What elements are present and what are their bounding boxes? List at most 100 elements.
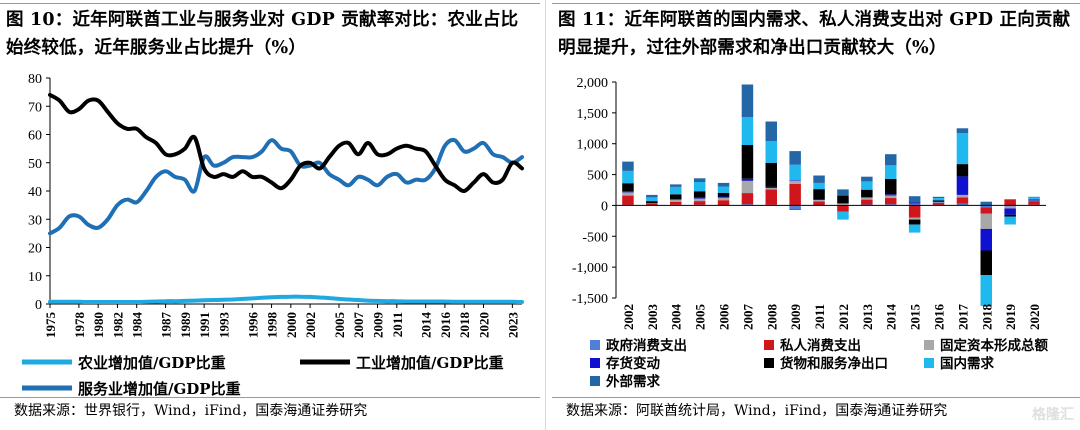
x-tick-label: 2009 xyxy=(788,304,803,331)
bar-segment xyxy=(741,144,754,179)
bar-segment xyxy=(980,275,992,307)
x-tick-label: 2012 xyxy=(836,304,851,330)
x-tick-label: 1984 xyxy=(130,312,145,339)
legend-label-3: 固定资本形成总额 xyxy=(940,337,1048,354)
y-tick-label: 70 xyxy=(28,100,42,115)
bar-segment xyxy=(980,205,992,208)
bar-segment xyxy=(1004,206,1016,209)
left-source-note: 数据来源：世界银行，Wind，iFind，国泰海通证券研究 xyxy=(14,403,368,419)
y-tick-label: 1,000 xyxy=(577,138,609,153)
bar-segment xyxy=(717,200,730,206)
bar-segment xyxy=(741,180,754,193)
bar-segment xyxy=(980,213,992,229)
watermark-logo: 格隆汇 xyxy=(1032,407,1074,423)
bar-segment xyxy=(1028,199,1040,201)
industry-share-line-chart: 0 10 20 30 40 50 60 70 80 1975 1978 1980 1982 1984 198… xyxy=(22,72,524,398)
bar-segment xyxy=(646,201,658,203)
bar-segment xyxy=(789,180,801,181)
bar-segment xyxy=(670,201,682,205)
bar-segment xyxy=(956,164,969,177)
x-tick-label: 1993 xyxy=(216,312,231,339)
bar-segment xyxy=(646,203,658,206)
x-tick-label: 2009 xyxy=(371,312,386,339)
bar-segment xyxy=(1028,197,1040,200)
x-tick-label: 1989 xyxy=(178,312,193,339)
bar-segment xyxy=(622,183,634,192)
x-tick-label: 2017 xyxy=(955,304,970,331)
y-tick-label: 20 xyxy=(28,242,42,257)
bar-segment xyxy=(765,162,777,187)
series-line-2 xyxy=(48,92,524,194)
bar-segment xyxy=(837,189,849,196)
legend-swatch-5 xyxy=(764,358,774,368)
right-figure-panel: 图 11：近年阿联酋的国内需求、私人消费支出对 GPD 正向贡献明显提升，过往外… xyxy=(552,0,1080,430)
bar-segment xyxy=(861,197,873,200)
x-tick-label: 1982 xyxy=(110,312,125,338)
bar-segment xyxy=(1004,216,1016,225)
series-line-3 xyxy=(48,137,524,236)
bar-segment xyxy=(885,204,897,206)
bar-segment xyxy=(1004,199,1016,206)
bar-segment xyxy=(646,194,658,198)
x-tick-label: 2011 xyxy=(812,304,827,329)
bar-segment xyxy=(789,180,801,184)
bar-segment xyxy=(861,176,873,182)
y-tick-label: 80 xyxy=(28,72,42,87)
legend-label-1: 农业增加值/GDP比重 xyxy=(77,354,226,372)
bar-segment xyxy=(980,228,992,251)
bar-segment xyxy=(908,203,921,206)
legend-label-1: 政府消费支出 xyxy=(606,337,687,354)
bar-segment xyxy=(908,217,921,220)
bar-segment xyxy=(956,133,969,165)
bar-segment xyxy=(646,203,658,204)
bar-segment xyxy=(885,154,897,166)
bar-segment xyxy=(1028,196,1040,198)
bar-segment xyxy=(861,189,873,198)
bar-segment xyxy=(741,204,754,206)
left-figure-title: 图 10：近年阿联酋工业与服务业对 GDP 贡献率对比：农业占比始终较低，近年服… xyxy=(6,10,519,58)
bar-segment xyxy=(1028,201,1040,205)
bar-segment xyxy=(765,186,777,189)
bar-segment xyxy=(813,200,825,202)
bar-segment xyxy=(741,178,754,181)
bar-segment xyxy=(885,194,897,196)
bar-segment xyxy=(980,201,992,206)
legend-label-7: 外部需求 xyxy=(606,373,660,390)
legend-label-2: 私人消费支出 xyxy=(780,337,861,354)
y-tick-label: 2,000 xyxy=(577,76,609,91)
bar-segment xyxy=(932,196,945,198)
bar-segment xyxy=(717,197,730,201)
x-tick-label: 2002 xyxy=(303,312,318,338)
x-tick-label: 2002 xyxy=(621,304,636,330)
bar-segment xyxy=(980,207,992,214)
bar-segment xyxy=(813,201,825,206)
legend-swatch-7 xyxy=(590,376,600,386)
bar-segment xyxy=(622,195,634,205)
bar-segment xyxy=(956,197,969,204)
bar-segment xyxy=(646,197,658,202)
bar-segment xyxy=(646,203,658,204)
bar-segment xyxy=(693,178,706,182)
bar-segment xyxy=(622,191,634,193)
bar-segment xyxy=(932,200,945,202)
bar-segment xyxy=(693,198,706,202)
bar-segment xyxy=(765,188,777,190)
bar-segment xyxy=(932,203,945,205)
left-figure-panel: 图 10：近年阿联酋工业与服务业对 GDP 贡献率对比：农业占比始终较低，近年服… xyxy=(0,3,540,419)
legend-swatch-1 xyxy=(590,340,600,350)
x-tick-label: 1996 xyxy=(245,312,260,339)
x-tick-label: 2020 xyxy=(476,312,491,338)
bar-segment xyxy=(717,182,730,187)
bar-segment xyxy=(908,196,921,203)
y-tick-label: 30 xyxy=(28,213,42,228)
x-tick-label: 2020 xyxy=(1027,304,1042,330)
y-tick-label: 0 xyxy=(35,298,42,313)
x-tick-label: 2006 xyxy=(717,304,732,331)
bar-segment xyxy=(813,189,825,199)
bar-segment xyxy=(956,203,969,206)
bar-segment xyxy=(813,175,825,183)
bar-segment xyxy=(693,197,706,199)
bar-segment xyxy=(885,195,897,199)
bar-segment xyxy=(789,205,801,210)
series-line-1 xyxy=(48,294,524,305)
